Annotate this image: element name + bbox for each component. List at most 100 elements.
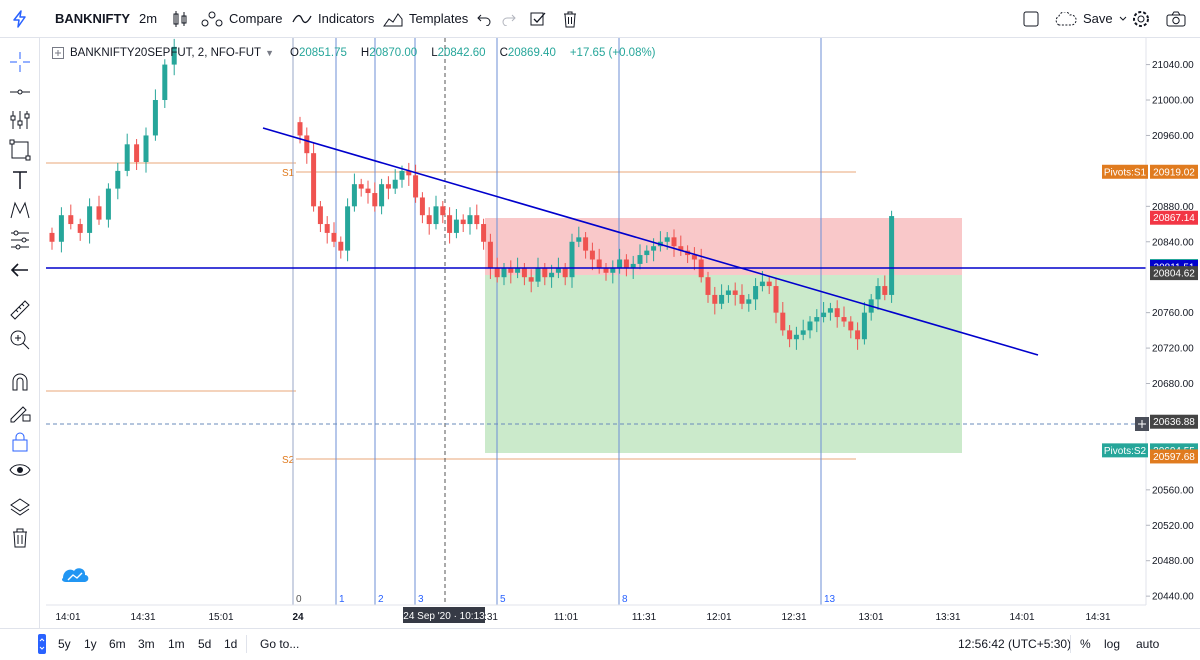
candle-body	[115, 170, 121, 189]
top-toolbar: BANKNIFTY 2m Compare Indicators Template…	[0, 0, 1200, 38]
fullscreen-icon[interactable]	[1023, 0, 1039, 37]
expand-panel-icon[interactable]	[38, 629, 46, 659]
redo-icon[interactable]	[502, 0, 516, 37]
price-tag-bg	[1150, 210, 1198, 225]
candle-body	[304, 135, 310, 154]
templates-button[interactable]: Templates	[383, 0, 468, 37]
fib-time-label: 2	[378, 594, 384, 605]
range-1m[interactable]: 1m	[168, 637, 185, 651]
candle-body	[317, 206, 323, 225]
text-tool-icon[interactable]	[8, 168, 32, 192]
legend-instrument[interactable]: BANKNIFTY20SEPFUT, 2, NFO-FUT	[70, 47, 262, 59]
magnet-icon[interactable]	[8, 370, 32, 394]
chart-canvas[interactable]: S1 S2 0 1 2 3 5 8 13 21040.0021000.0020960.002…	[46, 38, 1200, 628]
candle-body	[311, 153, 317, 207]
downtrend-line[interactable]	[262, 127, 1039, 356]
ruler-icon[interactable]	[8, 298, 32, 322]
candle-body	[746, 299, 752, 304]
price-tag-value: 20597.68	[1153, 452, 1195, 463]
templates-icon	[383, 12, 403, 26]
zoom-in-icon[interactable]	[8, 328, 32, 352]
time-tick: 14:01	[55, 612, 80, 623]
prediction-icon[interactable]	[8, 228, 32, 252]
candle-body	[433, 206, 439, 225]
candle-body	[780, 312, 786, 331]
fib-time-zones: 0 1 2 3 5 8 13	[292, 38, 1147, 605]
symbol-search-button[interactable]: BANKNIFTY	[55, 11, 131, 26]
save-label: Save	[1083, 11, 1113, 26]
candle-body	[162, 64, 168, 101]
candle-body	[68, 215, 74, 225]
candle-body	[535, 268, 541, 282]
time-tick: 24	[292, 612, 304, 623]
range-1y[interactable]: 1y	[84, 637, 97, 651]
auto-toggle[interactable]: auto	[1136, 637, 1160, 651]
crosshair-time-label: 24 Sep '20 · 10:13	[403, 611, 485, 622]
compare-button[interactable]: Compare	[201, 0, 282, 37]
lock-icon[interactable]	[8, 430, 32, 454]
price-tick: 20840.00	[1152, 237, 1194, 248]
range-5y[interactable]: 5y	[58, 637, 71, 651]
time-axis[interactable]: 14:01 14:31 15:01 24:31 11:01 11:31 12:01 12:31…	[55, 612, 1110, 623]
interval-button[interactable]: 2m	[139, 11, 158, 26]
compare-label: Compare	[229, 11, 283, 26]
checkbox-icon[interactable]	[530, 0, 546, 37]
candle-type-icon[interactable]	[172, 0, 188, 37]
candle-body	[528, 277, 534, 282]
arrow-left-icon[interactable]	[8, 258, 32, 282]
clock-timezone[interactable]: 12:56:42 (UTC+5:30)	[958, 637, 1072, 651]
candle-body	[861, 312, 867, 340]
range-1d[interactable]: 1d	[224, 637, 238, 651]
legend-low-label: L	[431, 47, 438, 59]
pattern-icon[interactable]	[8, 198, 32, 222]
percent-toggle[interactable]: %	[1080, 637, 1091, 651]
fib-tools-icon[interactable]	[8, 108, 32, 132]
candle-body	[583, 237, 589, 251]
tradingview-logo-icon	[62, 568, 89, 582]
gear-icon[interactable]	[1131, 0, 1151, 37]
divider	[246, 629, 247, 659]
collapse-legend-icon[interactable]	[52, 47, 64, 59]
candle-body	[351, 184, 357, 207]
price-tag-label: Pivots:S2	[1104, 446, 1147, 457]
candle-body	[719, 294, 725, 304]
layers-icon[interactable]	[8, 496, 32, 520]
time-tick: 11:01	[554, 612, 579, 623]
range-5d[interactable]: 5d	[198, 637, 212, 651]
time-tick: 11:31	[632, 612, 657, 623]
legend-close-label: C	[499, 47, 508, 59]
cloud-icon	[1055, 11, 1077, 25]
candle-body	[630, 263, 636, 269]
pencil-lock-icon[interactable]	[8, 400, 32, 424]
price-tag: 20867.14	[1150, 210, 1198, 225]
price-tick: 20880.00	[1152, 202, 1194, 213]
candle-body	[426, 215, 432, 225]
goto-button[interactable]: Go to...	[260, 637, 300, 651]
fib-time-label: 5	[500, 594, 506, 605]
candle-body	[882, 286, 888, 295]
candle-body	[419, 197, 425, 216]
time-tick: 13:31	[935, 612, 960, 623]
eye-icon[interactable]	[8, 458, 32, 482]
candle-body	[392, 179, 398, 189]
range-3m[interactable]: 3m	[138, 637, 155, 651]
camera-icon[interactable]	[1166, 0, 1186, 37]
log-toggle[interactable]: log	[1104, 637, 1121, 651]
rectangle-icon[interactable]	[8, 138, 32, 162]
range-6m[interactable]: 6m	[109, 637, 126, 651]
crosshair-icon[interactable]	[8, 50, 32, 74]
candle-body	[399, 170, 405, 180]
candle-body	[827, 308, 833, 313]
price-tick: 20440.00	[1152, 592, 1194, 603]
candle-body	[171, 46, 177, 65]
candle-body	[732, 290, 738, 295]
indicators-button[interactable]: Indicators	[292, 0, 374, 37]
delete-drawings-icon[interactable]	[8, 526, 32, 550]
undo-icon[interactable]	[477, 0, 491, 37]
lightning-icon[interactable]	[10, 0, 32, 37]
save-button[interactable]: Save	[1053, 0, 1127, 37]
horizontal-line-icon[interactable]	[8, 80, 32, 104]
trash-icon[interactable]	[562, 0, 578, 37]
price-axis[interactable]: 21040.00 21000.00 20960.00 20880.00 20840.00…	[1146, 60, 1194, 603]
legend-menu-caret[interactable]: ▼	[265, 48, 274, 58]
